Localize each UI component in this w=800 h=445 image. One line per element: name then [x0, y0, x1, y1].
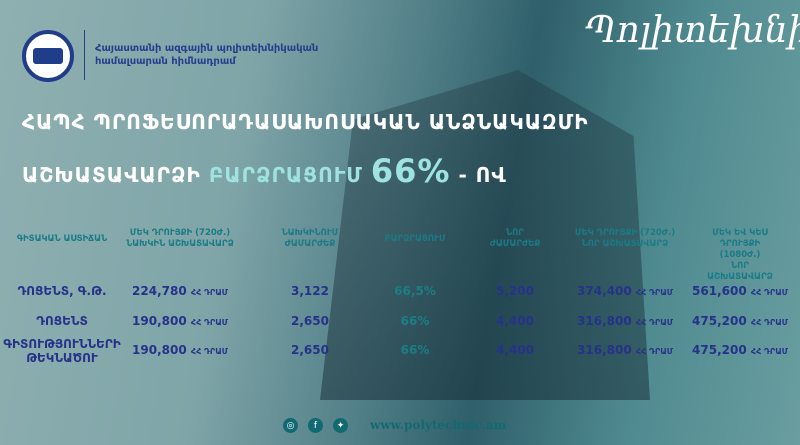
- cell-value: ԴՈՑԵՆՏ, Գ.Թ.: [17, 284, 107, 298]
- currency: ՀՀ ԴՐԱՄ: [635, 318, 673, 327]
- table-cell: 561,600 ՀՀ ԴՐԱՄ: [692, 284, 788, 300]
- cell-value: 190,800: [132, 343, 187, 357]
- table-cell: 2,650: [291, 314, 329, 328]
- cell-value: 190,800: [132, 314, 187, 328]
- instagram-icon[interactable]: ◎: [283, 418, 298, 433]
- website-link[interactable]: www.polytechnic.am: [370, 418, 507, 432]
- currency: ՀՀ ԴՐԱՄ: [750, 347, 788, 356]
- table-cell: 66%: [401, 343, 430, 357]
- cell-value: 224,780: [132, 284, 187, 298]
- column-header: ՄԵԿ ԵՎ ԿԵՍ ԴՐՈՒՅՔԻ (1080Ժ.) ՆՈՐ ԱՇԽԱՏԱՎԱ…: [707, 228, 773, 282]
- title-line2: ԱՇԽԱՏԱՎԱՐՁԻ ԲԱՐՁՐԱՑՈՒՄ 66% - ՈՎ: [22, 152, 507, 190]
- table-cell: 4,400: [496, 314, 534, 328]
- table-cell: 5,200: [496, 284, 534, 298]
- table-cell: 316,800 ՀՀ ԴՐԱՄ: [577, 314, 673, 330]
- table-cell: 475,200 ՀՀ ԴՐԱՄ: [692, 314, 788, 330]
- table-cell: 190,800 ՀՀ ԴՐԱՄ: [132, 343, 228, 359]
- title-line1: ՀԱՊՀ ՊՐՈՖԵՍՈՐԱԴԱՍԱԽՈՍԱԿԱՆ ԱՆՁՆԱԿԱԶՄԻ: [22, 110, 589, 134]
- currency: ՀՀ ԴՐԱՄ: [190, 288, 228, 297]
- cell-value: 3,122: [291, 284, 329, 298]
- twitter-icon[interactable]: ✦: [333, 418, 348, 433]
- table-cell: 2,650: [291, 343, 329, 357]
- cell-value: 316,800: [577, 314, 632, 328]
- building-photo: [320, 70, 650, 400]
- script-title: Պոլիտեխնիկ: [585, 10, 800, 51]
- row-label: ԴՈՑԵՆՏ, Գ.Թ.: [18, 284, 107, 298]
- column-header: ԳԻՏԱԿԱՆ ԱՍՏԻՃԱՆ: [16, 234, 108, 244]
- facebook-icon[interactable]: f: [308, 418, 323, 433]
- currency: ՀՀ ԴՐԱՄ: [635, 347, 673, 356]
- divider: [84, 30, 85, 80]
- cell-value: 66%: [400, 314, 430, 328]
- cell-value: 316,800: [577, 343, 632, 357]
- table-cell: 66%: [401, 314, 430, 328]
- cell-value: ԳԻՏՈՒԹՅՈՒՆՆԵՐԻ ԹԵԿՆԱԾՈՒ: [3, 337, 121, 365]
- table-cell: 316,800 ՀՀ ԴՐԱՄ: [577, 343, 673, 359]
- currency: ՀՀ ԴՐԱՄ: [190, 347, 228, 356]
- percent: 66%: [370, 152, 451, 190]
- table-cell: 190,800 ՀՀ ԴՐԱՄ: [132, 314, 228, 330]
- table-cell: 224,780 ՀՀ ԴՐԱՄ: [132, 284, 228, 300]
- column-header: ՆԱԽԿԻՆՈՒՄ ԺԱՄԱՐԺԵՔ: [281, 228, 339, 249]
- org-name: Հայաստանի ազգային պոլիտեխնիկական համալսար…: [95, 43, 319, 67]
- cell-value: 475,200: [692, 314, 747, 328]
- row-label: ԴՈՑԵՆՏ: [36, 314, 88, 328]
- column-header: ԲԱՐՁՐԱՑՈՒՄ: [384, 234, 446, 244]
- cell-value: 5,200: [496, 284, 534, 298]
- table-cell: 66,5%: [394, 284, 436, 298]
- cell-value: 374,400: [577, 284, 632, 298]
- social-icons: ◎ f ✦: [283, 418, 358, 433]
- currency: ՀՀ ԴՐԱՄ: [635, 288, 673, 297]
- currency: ՀՀ ԴՐԱՄ: [750, 318, 788, 327]
- university-logo: [22, 30, 74, 82]
- cell-value: 66%: [400, 343, 430, 357]
- column-header: ՄԵԿ ԴՐՈՒՅՔԻ (720Ժ.) ՆԱԽԿԻՆ ԱՇԽԱՏԱՎԱՐՁ: [126, 228, 234, 249]
- cell-value: 4,400: [496, 343, 534, 357]
- table-cell: 475,200 ՀՀ ԴՐԱՄ: [692, 343, 788, 359]
- cell-value: 475,200: [692, 343, 747, 357]
- column-header: ՄԵԿ ԴՐՈՒՅՔԻ (720Ժ.) ՆՈՐ ԱՇԽԱՏԱՎԱՐՁ: [574, 228, 676, 249]
- column-header: ՆՈՐ ԺԱՄԱՐԺԵՔ: [489, 228, 541, 249]
- table-cell: 4,400: [496, 343, 534, 357]
- currency: ՀՀ ԴՐԱՄ: [190, 318, 228, 327]
- cell-value: 4,400: [496, 314, 534, 328]
- table-cell: 374,400 ՀՀ ԴՐԱՄ: [577, 284, 673, 300]
- cell-value: 66,5%: [394, 284, 436, 298]
- cell-value: 2,650: [291, 343, 329, 357]
- row-label: ԳԻՏՈՒԹՅՈՒՆՆԵՐԻ ԹԵԿՆԱԾՈՒ: [3, 337, 120, 365]
- currency: ՀՀ ԴՐԱՄ: [750, 288, 788, 297]
- table-cell: 3,122: [291, 284, 329, 298]
- cell-value: 561,600: [692, 284, 747, 298]
- cell-value: ԴՈՑԵՆՏ: [36, 314, 88, 328]
- cell-value: 2,650: [291, 314, 329, 328]
